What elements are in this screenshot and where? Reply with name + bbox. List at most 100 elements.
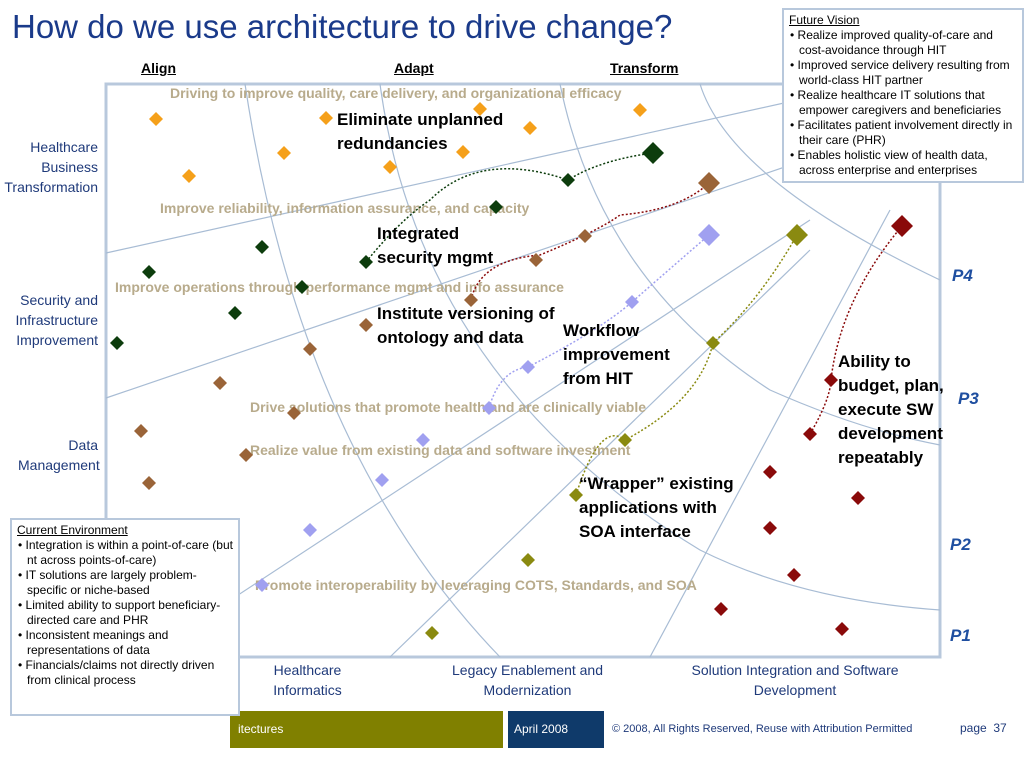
orange-diamond-marker <box>523 121 537 135</box>
path-security <box>365 152 654 263</box>
dark-green-diamond-marker <box>110 336 124 350</box>
future-vision-box: Future Vision Realize improved quality-o… <box>782 8 1024 183</box>
brown-diamond-marker <box>698 172 720 194</box>
current-environment-box: Current Environment Integration is withi… <box>10 518 240 716</box>
band-label: Drive solutions that promote health and … <box>250 399 646 415</box>
path-workflow <box>488 234 710 409</box>
band-label: Driving to improve quality, care deliver… <box>170 85 622 101</box>
dark-red-diamond-marker <box>787 568 801 582</box>
column-footer-informatics: Healthcare Informatics <box>273 662 342 698</box>
brown-diamond-marker <box>529 253 543 267</box>
page-number: 37 <box>993 721 1007 735</box>
olive-diamond-marker <box>706 336 720 350</box>
dark-red-diamond-marker <box>891 215 913 237</box>
page-title: How do we use architecture to drive chan… <box>12 8 673 45</box>
band-label: Promote interoperability by leveraging C… <box>255 577 697 593</box>
dark-green-diamond-marker <box>642 142 664 164</box>
footer-date-bar: April 2008 <box>508 711 604 748</box>
olive-diamond-marker <box>425 626 439 640</box>
orange-diamond-marker <box>456 145 470 159</box>
brown-diamond-marker <box>287 406 301 420</box>
band-label: Realize value from existing data and sof… <box>250 442 631 458</box>
column-header-adapt: Adapt <box>394 60 434 76</box>
footer-date: April 2008 <box>514 722 569 736</box>
footer-left-text: itectures <box>238 722 284 736</box>
lavender-diamond-marker <box>375 473 389 487</box>
dark-green-diamond-marker <box>561 173 575 187</box>
dark-green-diamond-marker <box>228 306 242 320</box>
footer-page: page 37 <box>960 721 1007 735</box>
brown-diamond-marker <box>213 376 227 390</box>
current-environment-heading: Current Environment <box>17 523 128 537</box>
list-item: Realize improved quality-of-care and cos… <box>789 28 1017 58</box>
annotation-workflow: Workflow improvement from HIT <box>563 321 670 388</box>
dark-red-diamond-marker <box>835 622 849 636</box>
brown-diamond-marker <box>303 342 317 356</box>
brown-diamond-marker <box>578 229 592 243</box>
page-label: page <box>960 721 987 735</box>
annotation-versioning: Institute versioning of ontology and dat… <box>377 304 555 347</box>
row-label-security: Security and Infrastructure Improvement <box>15 292 98 348</box>
dark-red-diamond-marker <box>803 427 817 441</box>
orange-diamond-marker <box>633 103 647 117</box>
brown-diamond-marker <box>239 448 253 462</box>
dark-red-diamond-marker <box>851 491 865 505</box>
brown-diamond-marker <box>464 293 478 307</box>
dark-green-diamond-marker <box>489 200 503 214</box>
diagram-frame <box>104 82 942 659</box>
row-label-data: Data Management <box>18 437 100 473</box>
dark-green-diamond-marker <box>359 255 373 269</box>
annotation-wrapper: “Wrapper” existing applications with SOA… <box>579 474 734 541</box>
list-item: Integration is within a point-of-care (b… <box>17 538 233 568</box>
path-wrapper <box>575 234 798 496</box>
brown-diamond-marker <box>142 476 156 490</box>
phase-p2: P2 <box>950 535 971 554</box>
lavender-diamond-marker <box>416 433 430 447</box>
annotation-redundancies: Eliminate unplanned redundancies <box>337 110 504 153</box>
lavender-diamond-marker <box>255 578 269 592</box>
column-header-transform: Transform <box>610 60 679 76</box>
brown-diamond-marker <box>134 424 148 438</box>
phase-p3: P3 <box>958 389 979 408</box>
brown-diamond-marker <box>359 318 373 332</box>
olive-diamond-marker <box>786 224 808 246</box>
row-label-healthcare-business: Healthcare Business Transformation <box>4 139 98 195</box>
dark-green-diamond-marker <box>295 280 309 294</box>
dark-red-diamond-marker <box>763 465 777 479</box>
lavender-diamond-marker <box>625 295 639 309</box>
footer-copyright: © 2008, All Rights Reserved, Reuse with … <box>612 723 913 735</box>
lavender-diamond-marker <box>521 360 535 374</box>
list-item: Financials/claims not directly driven fr… <box>17 658 233 688</box>
list-item: Realize healthcare IT solutions that emp… <box>789 88 1017 118</box>
list-item: Inconsistent meanings and representation… <box>17 628 233 658</box>
path-budget <box>809 225 903 435</box>
phase-p1: P1 <box>950 626 971 645</box>
dark-red-diamond-marker <box>714 602 728 616</box>
olive-diamond-marker <box>521 553 535 567</box>
orange-diamond-marker <box>383 160 397 174</box>
dark-red-diamond-marker <box>824 373 838 387</box>
annotation-budget: Ability to budget, plan, execute SW deve… <box>838 352 944 467</box>
orange-diamond-marker <box>182 169 196 183</box>
grid-lines <box>105 83 941 658</box>
dark-green-diamond-marker <box>142 265 156 279</box>
lavender-diamond-marker <box>698 224 720 246</box>
orange-diamond-marker <box>473 102 487 116</box>
column-footer-solution: Solution Integration and Software Develo… <box>691 662 899 698</box>
list-item: Limited ability to support beneficiary-d… <box>17 598 233 628</box>
orange-diamond-marker <box>149 112 163 126</box>
annotation-security: Integrated security mgmt <box>377 224 494 267</box>
list-item: IT solutions are largely problem-specifi… <box>17 568 233 598</box>
list-item: Facilitates patient involvement directly… <box>789 118 1017 148</box>
column-header-align: Align <box>141 60 176 76</box>
dark-green-diamond-marker <box>255 240 269 254</box>
lavender-diamond-marker <box>482 401 496 415</box>
olive-diamond-marker <box>618 433 632 447</box>
lavender-diamond-marker <box>303 523 317 537</box>
band-label: Improve reliability, information assuran… <box>160 200 530 216</box>
orange-diamond-marker <box>319 111 333 125</box>
future-vision-heading: Future Vision <box>789 13 860 27</box>
list-item: Enables holistic view of health data, ac… <box>789 148 1017 178</box>
band-label: Improve operations through performance m… <box>115 279 564 295</box>
